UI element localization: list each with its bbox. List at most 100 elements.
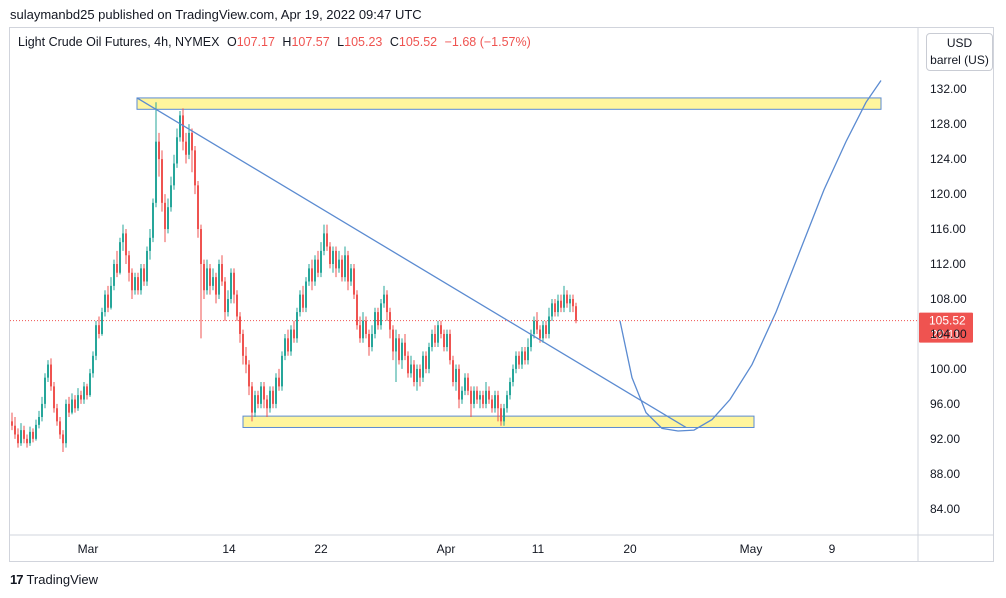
candle-body [500,408,502,422]
candle-body [221,264,223,282]
candle-body [269,390,271,409]
candle-body [437,325,439,343]
candle-body [47,364,49,378]
candle-body [494,395,496,409]
symbol-legend: Light Crude Oil Futures, 4h, NYMEX O107.… [18,35,531,49]
candle-body [512,368,514,383]
candle-body [83,386,85,400]
candle-body [413,364,415,383]
candle-body [380,303,382,326]
candle-body [245,355,247,365]
change-value: −1.68 (−1.57%) [444,35,531,49]
candle-body [59,421,61,435]
candle-body [461,390,463,400]
candle-body [134,277,136,291]
currency-unit-button[interactable]: USD barrel (US) [926,33,993,71]
candle-body [32,431,34,439]
candle-body [329,246,331,265]
price-tick-label: 88.00 [930,467,960,481]
candle-body [209,268,211,286]
candle-body [173,163,175,186]
candle-body [422,355,424,378]
candle-body [167,207,169,230]
candle-body [305,281,307,308]
candle-body [356,294,358,326]
candle-body [470,390,472,404]
chart-frame[interactable] [9,27,994,562]
candle-body [545,325,547,334]
candle-body [449,333,451,361]
projected-price-path [619,80,882,432]
last-price-tag [919,312,973,343]
candle-body [551,303,553,317]
candle-body [236,294,238,317]
candle-body [41,403,43,417]
unit-label: barrel (US) [930,53,989,67]
candle-body [323,233,325,251]
candle-body [557,300,559,313]
candle-body [383,294,385,304]
candle-body [20,430,22,444]
candle-body [263,386,265,400]
candle-body [278,377,280,387]
candle-body [242,333,244,356]
price-tick-label: 112.00 [930,257,966,271]
candle-body [29,431,31,444]
tradingview-logo-icon: 17 [10,572,24,587]
candle-body [347,255,349,282]
candle-body [377,312,379,326]
candle-body [152,202,154,238]
candles [11,102,577,452]
candle-body [233,272,235,295]
candle-body [479,395,481,400]
price-tick-label: 104.00 [930,327,967,341]
candle-body [92,355,94,374]
candle-body [572,298,574,307]
candle-body [272,390,274,404]
candle-body [230,272,232,299]
footer-brand[interactable]: 17 TradingView [10,572,98,587]
candle-body [260,386,262,404]
candle-body [146,250,148,282]
candle-body [416,368,418,383]
open-label: O [226,35,237,49]
candle-body [275,377,277,404]
price-tick-label: 92.00 [930,432,960,446]
candle-body [548,316,550,334]
candle-body [446,333,448,348]
candle-body [497,395,499,409]
candle-body [476,390,478,400]
candle-body [50,364,52,387]
candle-body [410,364,412,374]
candle-body [53,386,55,409]
candle-body [149,237,151,251]
time-tick-label: 14 [222,542,236,556]
candle-body [35,424,37,439]
candle-body [488,390,490,400]
time-tick-label: May [740,542,763,556]
candle-body [464,377,466,391]
candle-body [431,333,433,348]
candle-body [515,355,517,369]
candle-body [335,250,337,269]
candle-body [161,159,163,203]
candle-body [155,141,157,203]
candle-body [359,325,361,339]
candle-body [569,298,571,304]
time-tick-label: 22 [314,542,328,556]
time-tick-label: 11 [532,542,545,556]
candle-body [290,329,292,352]
candle-body [194,150,196,186]
candle-body [566,294,568,304]
candle-body [308,268,310,282]
candle-body [107,294,109,308]
candle-body [227,298,229,313]
candle-body [395,338,397,352]
resistance-zone [136,97,882,110]
candle-body [407,355,409,374]
candle-body [338,259,340,269]
price-tick-label: 132.00 [930,82,967,96]
candle-body [128,255,130,273]
candle-body [398,338,400,361]
